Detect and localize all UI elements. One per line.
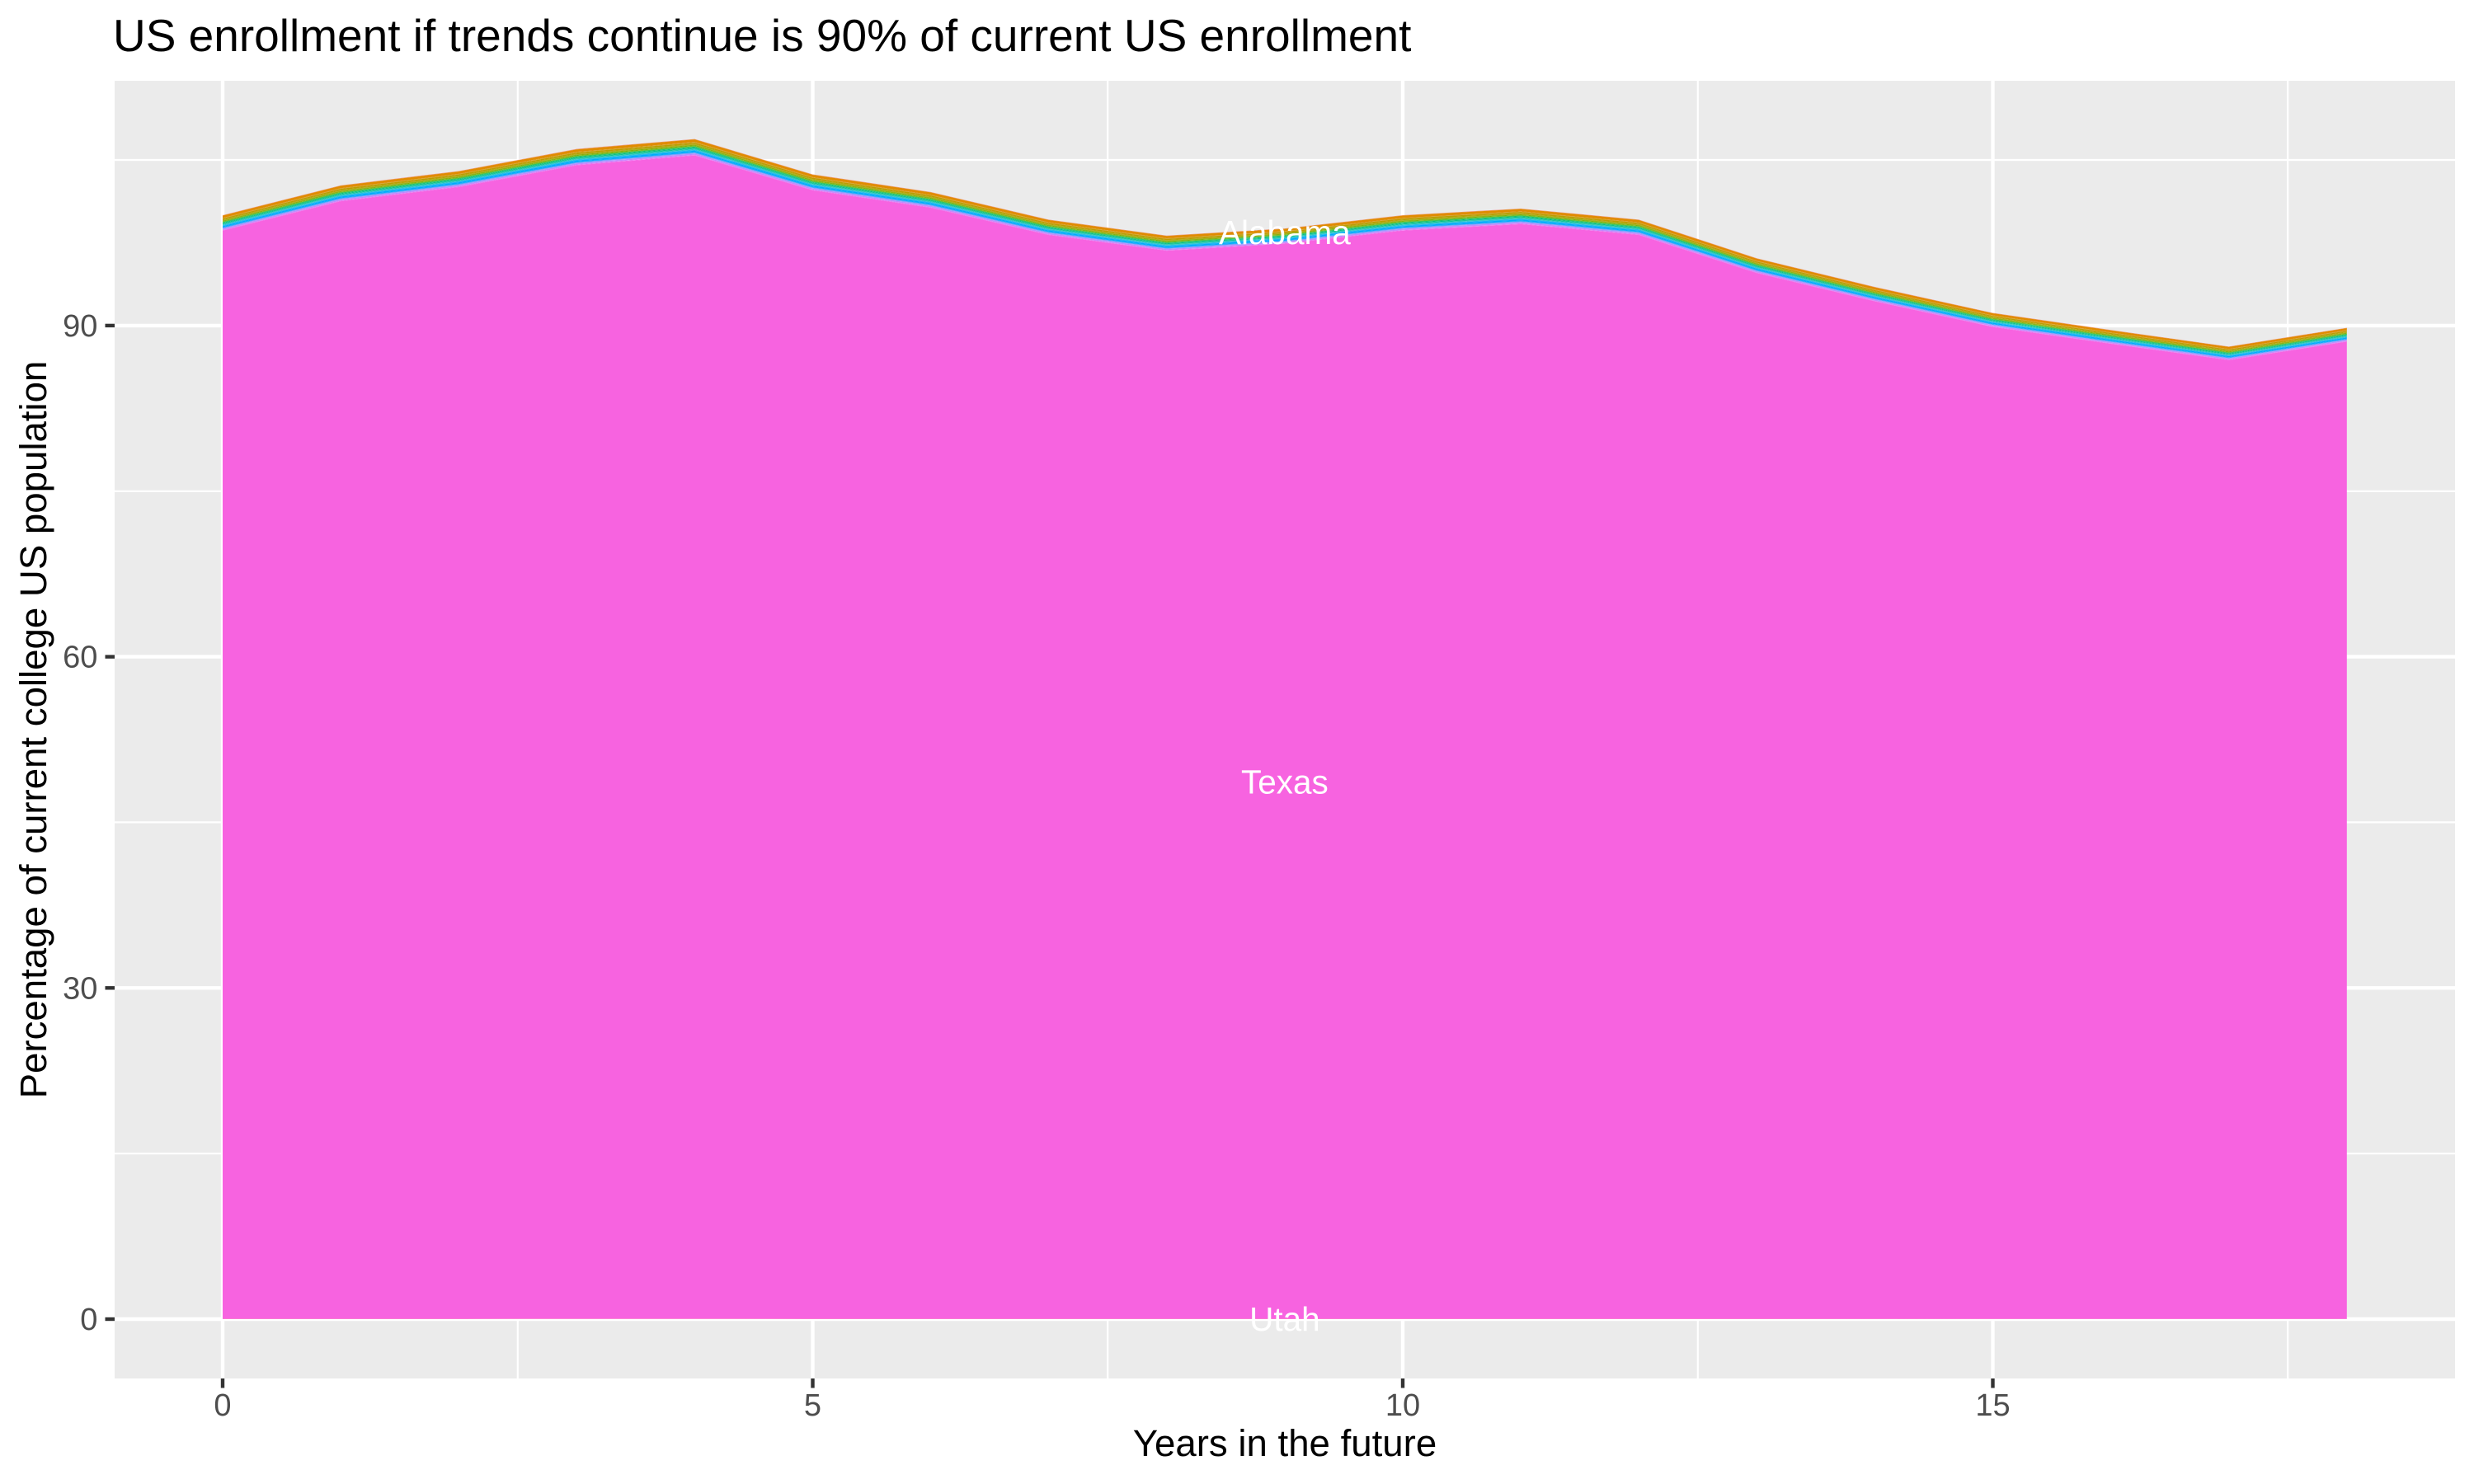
- svg-text:US enrollment if trends contin: US enrollment if trends continue is 90% …: [113, 10, 1411, 61]
- svg-text:Alabama: Alabama: [1219, 214, 1351, 251]
- svg-text:0: 0: [80, 1303, 97, 1337]
- svg-text:10: 10: [1385, 1388, 1420, 1423]
- svg-text:60: 60: [63, 641, 97, 675]
- svg-text:90: 90: [63, 309, 97, 344]
- svg-text:0: 0: [214, 1388, 231, 1423]
- svg-text:15: 15: [1975, 1388, 2010, 1423]
- svg-text:Texas: Texas: [1241, 763, 1329, 801]
- svg-text:Percentage of current college: Percentage of current college US populat…: [12, 361, 54, 1099]
- svg-text:30: 30: [63, 971, 97, 1006]
- svg-text:Utah: Utah: [1249, 1300, 1320, 1338]
- svg-text:5: 5: [804, 1388, 821, 1423]
- svg-text:Years in the future: Years in the future: [1133, 1422, 1437, 1464]
